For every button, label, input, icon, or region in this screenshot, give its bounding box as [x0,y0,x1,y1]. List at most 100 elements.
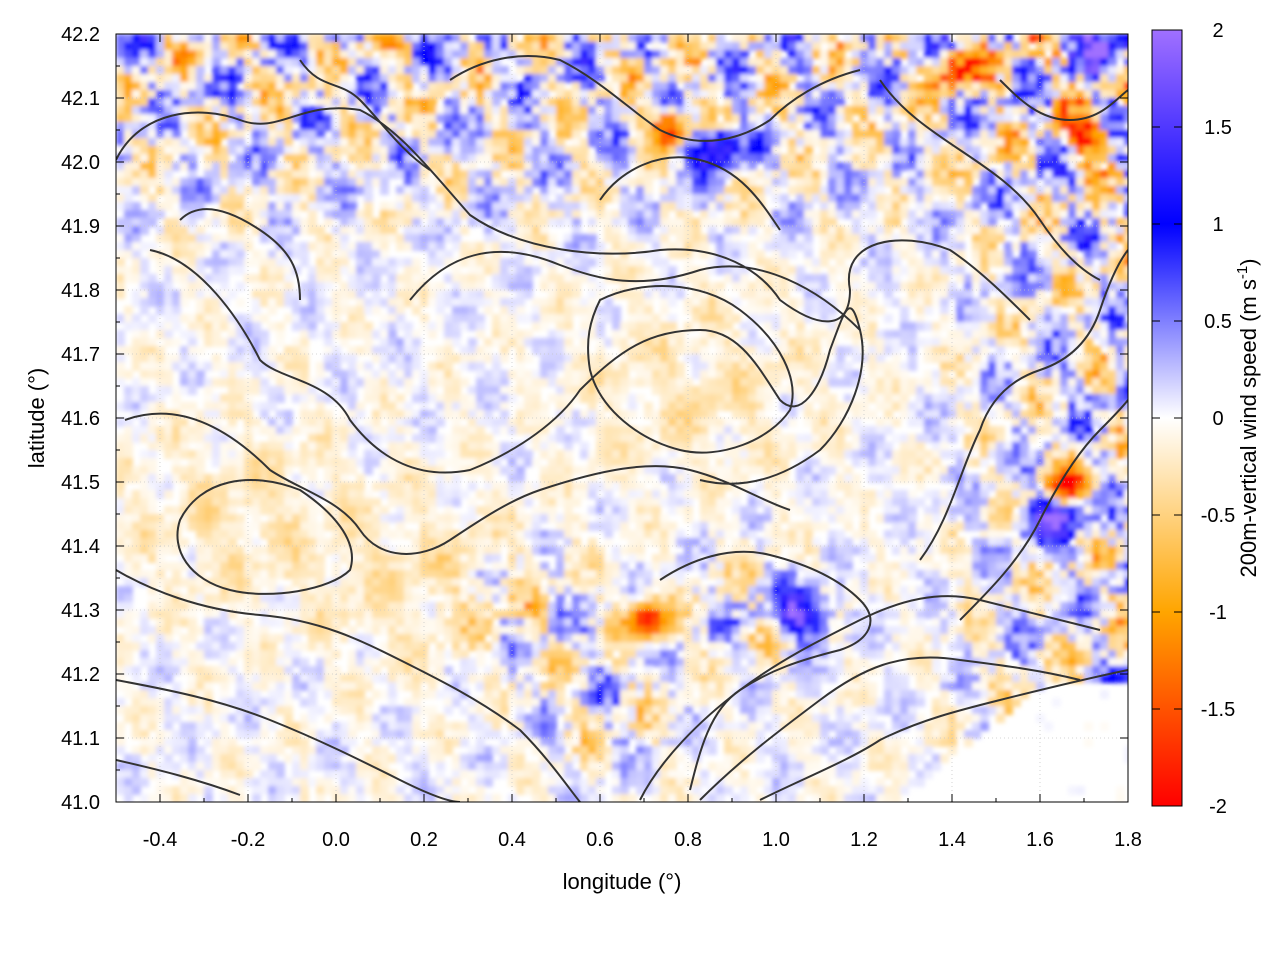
heat-cell [764,242,773,251]
heat-cell [124,242,133,251]
heat-cell [820,74,829,83]
heat-cell [1124,74,1128,83]
heat-cell [940,130,949,139]
heat-cell [444,346,453,355]
heat-cell [468,178,477,187]
heat-cell [1052,234,1061,243]
heat-cell [812,74,821,83]
heat-cell [812,34,821,43]
heat-cell [324,322,333,331]
heat-cell [924,178,933,187]
heat-cell [428,130,437,139]
heat-cell [276,290,285,299]
heat-cell [260,34,269,43]
heat-cell [1004,162,1013,171]
heat-cell [628,146,637,155]
heat-cell [972,98,981,107]
heat-cell [604,122,613,131]
heat-cell [596,90,605,99]
heat-cell [1084,74,1093,83]
heat-cell [948,338,957,347]
heat-cell [652,370,661,379]
heat-cell [172,218,181,227]
heat-cell [236,386,245,395]
heat-cell [132,106,141,115]
heat-cell [1116,226,1125,235]
heat-cell [660,226,669,235]
heat-cell [548,34,557,43]
heat-cell [1108,146,1117,155]
heat-cell [196,322,205,331]
heat-cell [820,322,829,331]
heat-cell [628,154,637,163]
heat-cell [124,34,133,43]
heat-cell [692,306,701,315]
heat-cell [396,114,405,123]
heat-cell [1084,346,1093,355]
heat-cell [228,138,237,147]
heat-cell [900,42,909,51]
heat-cell [572,346,581,355]
heat-cell [668,122,677,131]
heat-cell [956,138,965,147]
heat-cell [1116,130,1125,139]
heat-cell [156,234,165,243]
heat-cell [332,138,341,147]
heat-cell [820,146,829,155]
heat-cell [268,386,277,395]
heat-cell [708,370,717,379]
heat-cell [420,42,429,51]
heat-cell [628,242,637,251]
heat-cell [484,154,493,163]
heat-cell [836,90,845,99]
heat-cell [644,210,653,219]
heat-cell [1084,146,1093,155]
heat-cell [532,242,541,251]
heat-cell [884,202,893,211]
heat-cell [972,314,981,323]
heat-cell [748,338,757,347]
heat-cell [588,34,597,43]
heat-cell [516,274,525,283]
heat-cell [1092,370,1101,379]
heat-cell [212,266,221,275]
heat-cell [348,274,357,283]
heat-cell [364,362,373,371]
heat-cell [524,242,533,251]
heat-cell [996,290,1005,299]
heat-cell [580,66,589,75]
heat-cell [300,226,309,235]
heat-cell [492,34,501,43]
heat-cell [180,354,189,363]
heat-cell [436,82,445,91]
heat-cell [124,178,133,187]
heat-cell [660,178,669,187]
heat-cell [732,218,741,227]
heat-cell [892,34,901,43]
heat-cell [724,42,733,51]
heat-cell [988,314,997,323]
heat-cell [716,378,725,387]
heat-cell [940,90,949,99]
heat-cell [788,202,797,211]
heat-cell [1044,58,1053,67]
heat-cell [972,274,981,283]
heat-cell [172,122,181,131]
heat-cell [348,266,357,275]
heat-cell [708,258,717,267]
heat-cell [468,122,477,131]
heat-cell [540,74,549,83]
heat-cell [636,42,645,51]
heat-cell [308,154,317,163]
heat-cell [1020,354,1029,363]
heat-cell [1068,250,1077,259]
heat-cell [796,66,805,75]
heat-cell [1084,226,1093,235]
heat-cell [484,258,493,267]
heat-cell [740,226,749,235]
heat-cell [812,106,821,115]
heat-cell [916,154,925,163]
heat-cell [660,210,669,219]
heat-cell [972,354,981,363]
heat-cell [900,378,909,387]
